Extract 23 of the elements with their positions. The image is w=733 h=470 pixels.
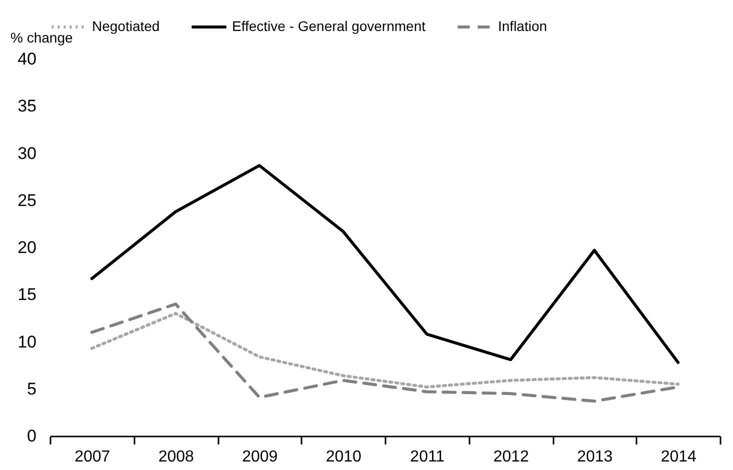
y-tick-label: 5 [27, 379, 36, 398]
y-tick-label: 0 [27, 426, 36, 446]
legend-label: Effective - General government [232, 18, 426, 34]
x-tick-label: 2010 [326, 448, 362, 466]
x-tick-label: 2008 [158, 448, 194, 466]
y-tick-label: 15 [18, 285, 36, 304]
x-tick-label: 2012 [493, 448, 530, 466]
y-tick-label: 10 [18, 332, 36, 352]
y-tick-label: 30 [18, 144, 36, 163]
y-axis-title: % change [10, 30, 73, 46]
y-tick-label: 20 [18, 238, 36, 257]
legend-label: Negotiated [92, 18, 160, 34]
x-tick-label: 2009 [242, 448, 278, 466]
x-tick-label: 2014 [660, 448, 697, 466]
line-series [90, 164, 680, 364]
x-tick-label: 2011 [410, 448, 445, 466]
x-tick-label: 2013 [577, 448, 613, 466]
x-tick-label: 2007 [74, 448, 110, 466]
y-tick-label: 25 [18, 190, 36, 210]
y-tick-label: 40 [18, 50, 36, 68]
y-tick-label: 35 [18, 96, 36, 116]
line-series [90, 312, 680, 388]
legend-label: Inflation [498, 18, 548, 34]
